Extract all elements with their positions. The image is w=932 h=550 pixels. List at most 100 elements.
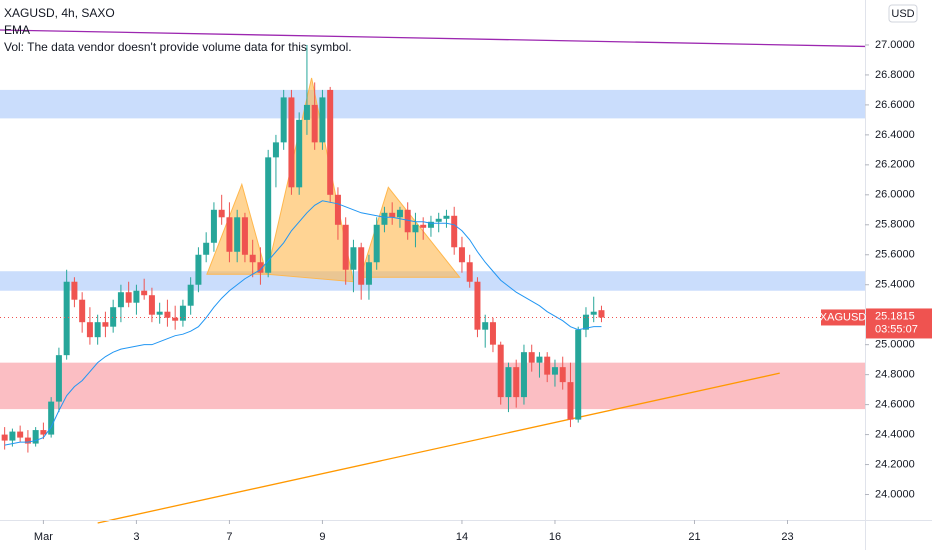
- y-tick-label: 24.4000: [875, 428, 915, 440]
- candle-body: [48, 401, 55, 435]
- candle-body: [350, 247, 357, 270]
- candle-body: [396, 209, 403, 218]
- candle-body: [141, 290, 148, 296]
- candle-body: [381, 212, 388, 225]
- candle-body: [342, 224, 349, 270]
- candle-body: [71, 281, 78, 300]
- candle-body: [187, 284, 194, 306]
- candle-body: [94, 322, 101, 338]
- x-tick-label: Mar: [34, 531, 53, 543]
- candle-body: [234, 217, 241, 252]
- currency-box[interactable]: [888, 4, 918, 23]
- candle-body: [296, 119, 303, 188]
- plot-area: [0, 29, 866, 524]
- candle-body: [164, 311, 171, 318]
- x-tick-label: 14: [456, 531, 468, 543]
- candle-body: [582, 314, 589, 330]
- candle-body: [590, 311, 597, 315]
- candle-body: [172, 317, 179, 321]
- candle-body: [474, 281, 481, 330]
- candle-body: [55, 355, 62, 402]
- candle-body: [303, 104, 310, 120]
- candle-body: [241, 217, 248, 255]
- candle-body: [443, 215, 450, 219]
- candle-body: [482, 322, 489, 330]
- candle-body: [110, 307, 117, 327]
- candle-body: [505, 367, 512, 398]
- candle-body: [327, 89, 334, 195]
- candle-body: [32, 430, 39, 444]
- candle-body: [551, 367, 558, 375]
- y-tick-label: 24.6000: [875, 399, 915, 411]
- candle-body: [133, 290, 140, 303]
- y-tick-label: 25.8000: [875, 219, 915, 231]
- y-tick-label: 24.2000: [875, 458, 915, 470]
- y-tick-label: 25.0000: [875, 339, 915, 351]
- x-tick-label: 3: [133, 531, 139, 543]
- candle-body: [272, 142, 279, 158]
- candle-body: [520, 352, 527, 398]
- candle-body: [203, 242, 210, 255]
- candle-body: [79, 299, 86, 323]
- candle-body: [210, 209, 217, 243]
- candle-body: [17, 431, 24, 438]
- candle-body: [195, 254, 202, 285]
- candle-body: [513, 367, 520, 398]
- zone: [0, 89, 865, 119]
- candle-body: [389, 212, 396, 218]
- candle-body: [9, 431, 16, 441]
- x-tick-label: 23: [781, 531, 793, 543]
- candle-body: [575, 329, 582, 420]
- candle-body: [280, 97, 287, 143]
- candle-body: [458, 247, 465, 263]
- candle-body: [404, 209, 411, 233]
- trendline: [0, 29, 866, 48]
- candle-body: [420, 224, 427, 228]
- countdown-label: 03:55:07: [875, 323, 918, 335]
- zone: [0, 271, 865, 291]
- candle-body: [288, 97, 295, 188]
- candle-body: [86, 322, 93, 338]
- candle-body: [598, 310, 605, 318]
- candle-body: [536, 356, 543, 363]
- indicator-name: EMA: [4, 23, 30, 37]
- candle-body: [249, 254, 256, 263]
- y-tick-label: 24.0000: [875, 488, 915, 500]
- candle-body: [497, 344, 504, 398]
- candle-body: [451, 215, 458, 248]
- candle-body: [334, 194, 341, 225]
- candle-body: [125, 292, 132, 303]
- y-tick-label: 26.4000: [875, 129, 915, 141]
- symbol-label-box: [821, 309, 865, 326]
- volume-note: Vol: The data vendor doesn't provide vol…: [4, 40, 352, 54]
- x-tick-label: 9: [319, 531, 325, 543]
- candle-body: [148, 295, 155, 315]
- candle-body: [358, 247, 365, 285]
- y-tick-label: 26.2000: [875, 159, 915, 171]
- candle-body: [218, 209, 225, 218]
- candle-body: [544, 356, 551, 375]
- candle-body: [40, 430, 47, 435]
- candle-body: [226, 217, 233, 252]
- candle-body: [117, 292, 124, 308]
- candle-body: [1, 434, 8, 441]
- zone: [0, 362, 865, 410]
- candle-body: [257, 262, 264, 273]
- candle-body: [311, 104, 318, 143]
- candle-body: [319, 97, 326, 143]
- candle-body: [559, 367, 566, 383]
- y-tick-label: 25.6000: [875, 249, 915, 261]
- candle-body: [179, 305, 186, 321]
- candle-body: [412, 224, 419, 233]
- x-tick-label: 21: [688, 531, 700, 543]
- currency[interactable]: USD: [891, 8, 914, 20]
- symbol-label: XAGUSD: [820, 311, 867, 323]
- candle-body: [102, 322, 109, 327]
- y-tick-label: 26.8000: [875, 69, 915, 81]
- y-tick-label: 25.4000: [875, 279, 915, 291]
- candle-body: [466, 262, 473, 282]
- chart-title: XAGUSD, 4h, SAXO: [4, 6, 115, 20]
- candle-body: [373, 224, 380, 263]
